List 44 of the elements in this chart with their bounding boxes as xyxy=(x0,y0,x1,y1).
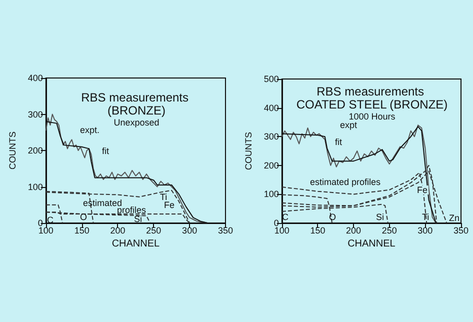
x-tick-label: 200 xyxy=(110,226,126,236)
y-tick-label: 300 xyxy=(264,132,279,142)
y-axis-title: COUNTS xyxy=(244,132,254,170)
annotation: profiles xyxy=(117,205,147,215)
annotation: Si xyxy=(134,214,142,224)
annotation: estimated profiles xyxy=(310,177,382,187)
annotation: Fe xyxy=(164,200,175,210)
x-tick-label: 350 xyxy=(453,226,469,236)
x-tick-label: 100 xyxy=(38,226,54,236)
y-tick-label: 400 xyxy=(264,102,279,113)
y-tick-label: 300 xyxy=(28,109,43,120)
annotation: estimated xyxy=(83,198,122,208)
y-tick-label: 100 xyxy=(264,189,279,200)
x-tick-label: 200 xyxy=(346,226,362,236)
annotation: expt xyxy=(340,120,358,130)
text: RBS measurements (BRONZE) xyxy=(81,90,192,118)
x-tick-label: 350 xyxy=(218,226,234,236)
y-tick-label: 200 xyxy=(264,160,279,170)
y-tick-label: 500 xyxy=(264,74,279,84)
x-tick-label: 300 xyxy=(182,226,198,236)
x-tick-label: 150 xyxy=(74,226,90,236)
x-tick-label: 250 xyxy=(146,226,162,236)
x-axis-title: CHANNEL xyxy=(112,238,160,250)
y-tick-label: 100 xyxy=(28,182,43,192)
text: RBS measurements COATED STEEL (BRONZE) xyxy=(296,84,448,112)
annotation: fit xyxy=(102,146,110,156)
y-axis-title: COUNTS xyxy=(8,132,18,170)
annotation: Zn xyxy=(449,213,460,223)
annotation: fit xyxy=(335,137,342,147)
annotation: Ti xyxy=(160,192,168,202)
y-tick-label: 400 xyxy=(28,73,43,83)
x-tick-label: 300 xyxy=(418,226,433,236)
x-tick-label: 100 xyxy=(274,226,290,236)
annotation: expt. xyxy=(80,125,100,135)
text: Unexposed xyxy=(114,118,160,128)
x-tick-label: 250 xyxy=(382,226,397,236)
annotation: O xyxy=(80,212,88,222)
text: 1000 Hours xyxy=(348,112,396,122)
annotation: Si xyxy=(376,212,384,222)
y-tick-label: 200 xyxy=(28,146,43,156)
annotation: O xyxy=(329,212,336,222)
x-tick-label: 150 xyxy=(310,226,326,236)
annotation: Ti xyxy=(422,212,430,222)
x-axis-title: CHANNEL xyxy=(348,238,396,250)
